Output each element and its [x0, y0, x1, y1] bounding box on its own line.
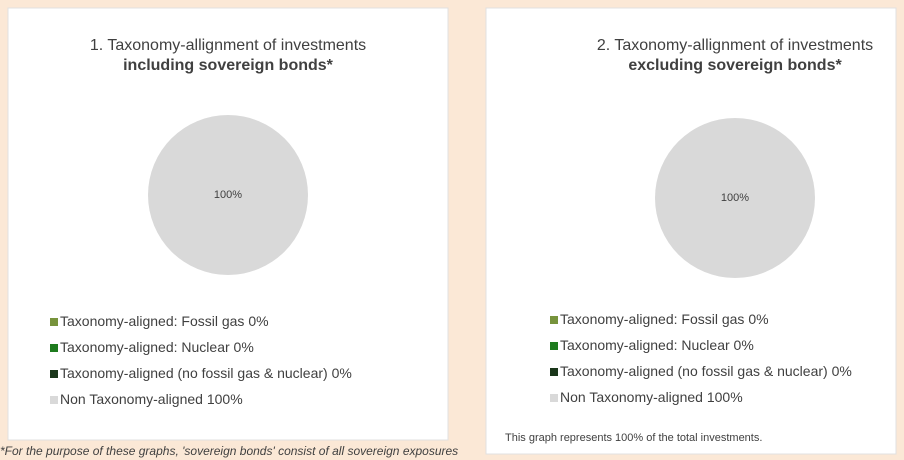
chart-subtitle: including sovereign bonds* [123, 57, 334, 74]
data-label: 100% [721, 192, 749, 204]
legend-value: 0% [748, 311, 768, 327]
legend-swatch [50, 396, 58, 404]
legend-swatch [50, 344, 58, 352]
legend-label: Taxonomy-aligned: Fossil gas 0% [560, 311, 769, 327]
legend-swatch [550, 342, 558, 350]
legend-value: 100% [707, 389, 743, 405]
legend-name: Non Taxonomy-aligned [60, 391, 203, 407]
legend-label: Non Taxonomy-aligned 100% [560, 389, 743, 405]
data-label: 100% [214, 189, 242, 201]
legend-swatch [50, 318, 58, 326]
legend-label: Taxonomy-aligned (no fossil gas & nuclea… [560, 363, 852, 379]
legend-label: Taxonomy-aligned (no fossil gas & nuclea… [60, 365, 352, 381]
legend-label: Non Taxonomy-aligned 100% [60, 391, 243, 407]
legend-label: Taxonomy-aligned: Nuclear 0% [60, 339, 254, 355]
legend-value: 0% [734, 337, 754, 353]
legend-value: 0% [832, 363, 852, 379]
legend-swatch [50, 370, 58, 378]
chart-title: 2. Taxonomy-allignment of investments [597, 37, 873, 54]
pie-slice [148, 115, 308, 275]
legend-label: Taxonomy-aligned: Fossil gas 0% [60, 313, 269, 329]
legend-name: Non Taxonomy-aligned [560, 389, 703, 405]
legend-value: 0% [248, 313, 268, 329]
legend-label: Taxonomy-aligned: Nuclear 0% [560, 337, 754, 353]
legend-name: Taxonomy-aligned: Nuclear [60, 339, 230, 355]
legend-name: Taxonomy-aligned: Nuclear [560, 337, 730, 353]
legend-value: 0% [332, 365, 352, 381]
pie-slice [655, 118, 815, 278]
chart-subtitle: excluding sovereign bonds* [628, 57, 842, 74]
legend-swatch [550, 316, 558, 324]
footnote: *For the purpose of these graphs, 'sover… [0, 444, 458, 458]
legend-name: Taxonomy-aligned (no fossil gas & nuclea… [60, 365, 328, 381]
legend-value: 0% [234, 339, 254, 355]
chart-title: 1. Taxonomy-allignment of investments [90, 37, 366, 54]
legend-name: Taxonomy-aligned: Fossil gas [560, 311, 744, 327]
legend-value: 100% [207, 391, 243, 407]
legend-swatch [550, 368, 558, 376]
annotation: This graph represents 100% of the total … [505, 432, 762, 444]
legend-swatch [550, 394, 558, 402]
legend-name: Taxonomy-aligned (no fossil gas & nuclea… [560, 363, 828, 379]
legend-name: Taxonomy-aligned: Fossil gas [60, 313, 244, 329]
